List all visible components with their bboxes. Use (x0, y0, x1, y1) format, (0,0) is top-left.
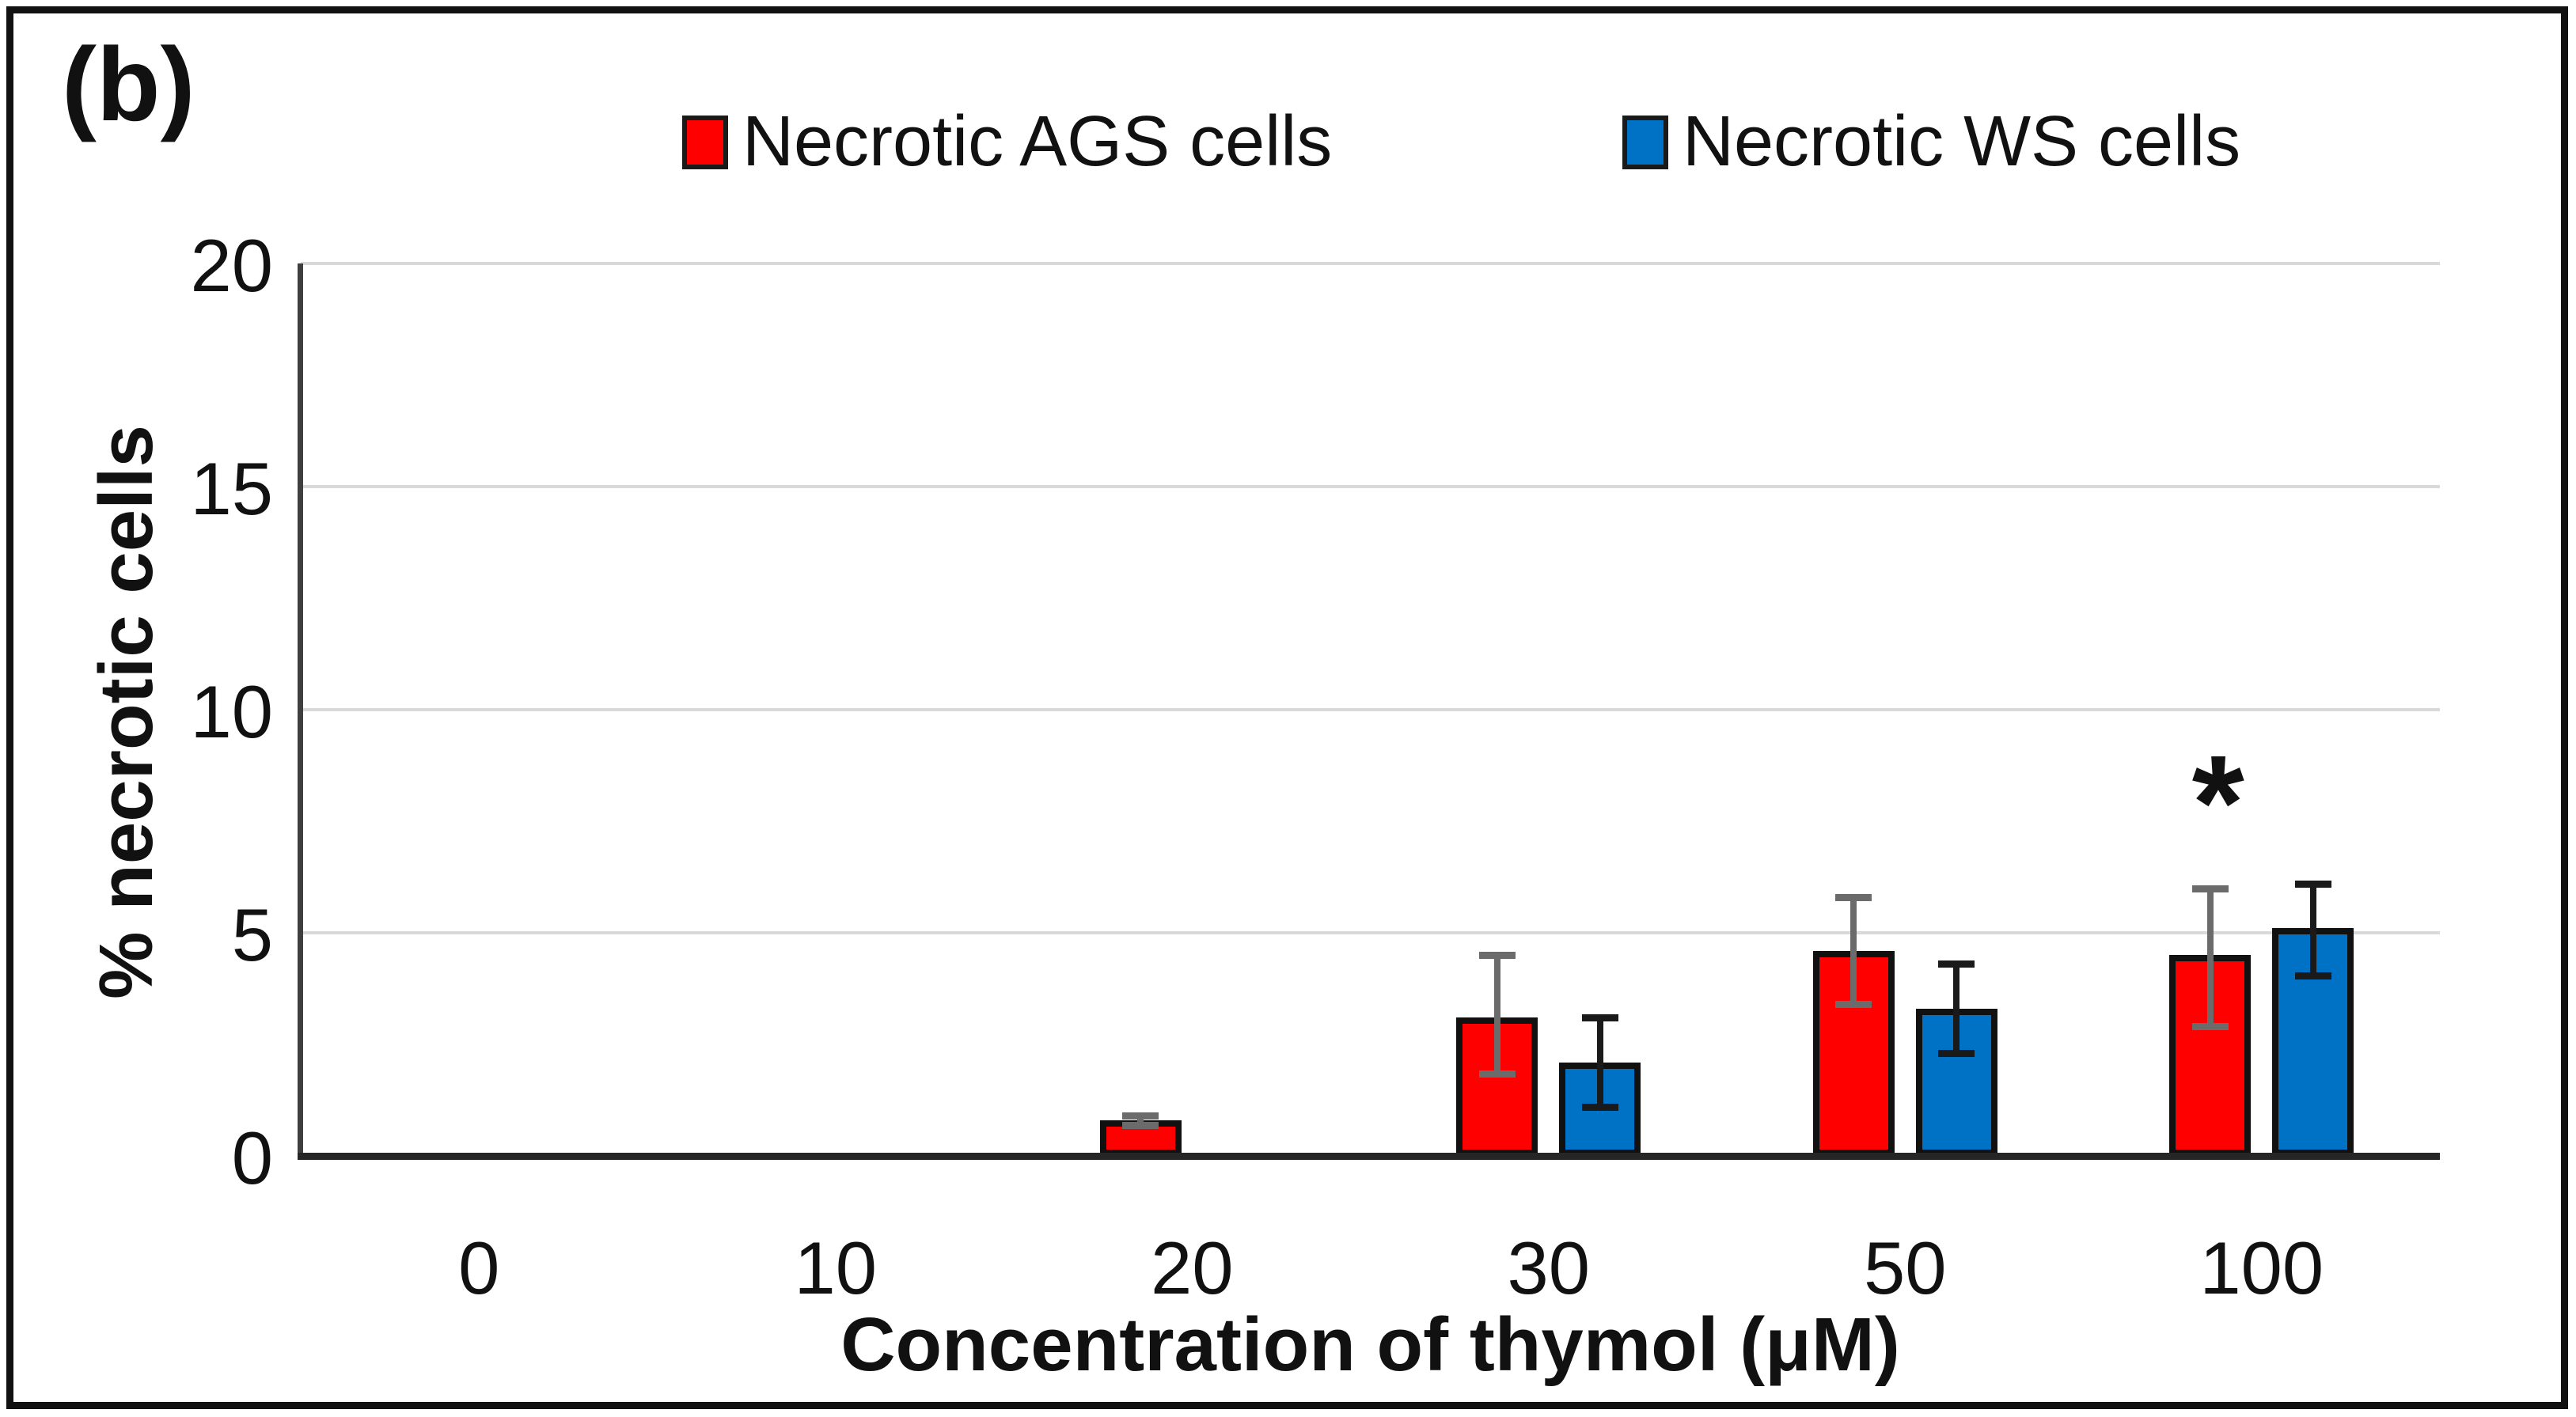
legend-label-ws: Necrotic WS cells (1683, 102, 2241, 181)
error-bar-cap (1581, 1014, 1618, 1022)
error-bar-cap (1478, 1070, 1516, 1078)
y-tick-label: 10 (190, 670, 273, 753)
x-tick-label: 0 (458, 1226, 500, 1309)
x-tick-label: 20 (1150, 1226, 1234, 1309)
gridline-y-10 (301, 708, 2440, 711)
y-tick-label: 15 (190, 447, 273, 530)
significance-asterisk: * (2191, 728, 2244, 879)
error-bar-cap (1835, 1001, 1872, 1009)
error-bar-cap (2191, 885, 2229, 892)
y-tick-label: 5 (231, 893, 273, 976)
error-bar-line (2309, 883, 2316, 976)
error-bar-cap (2294, 880, 2331, 888)
legend-item-ws: Necrotic WS cells (1622, 101, 2240, 183)
error-bar-cap (1938, 1050, 1975, 1058)
error-bar-cap (1581, 1103, 1618, 1111)
gridline-y-15 (301, 485, 2440, 488)
error-bar-line (1953, 964, 1960, 1054)
legend-color-swatch-ags (682, 115, 728, 169)
legend: Necrotic AGS cells Necrotic WS cells (0, 101, 2576, 196)
x-tick-label: 10 (794, 1226, 878, 1309)
error-bar-line (1137, 1116, 1144, 1125)
legend-label-ags: Necrotic AGS cells (742, 102, 1333, 181)
error-bar-line (2206, 888, 2214, 1027)
error-bar-cap (1122, 1112, 1159, 1120)
error-bar-line (1850, 896, 1857, 1005)
gridline-y-5 (301, 931, 2440, 934)
error-bar-line (1596, 1017, 1603, 1107)
error-bar-line (1493, 955, 1500, 1074)
gridline-y-20 (301, 262, 2440, 265)
panel-label: (b) (62, 26, 195, 142)
x-axis-line (298, 1153, 2440, 1160)
error-bar-cap (1122, 1121, 1159, 1129)
legend-item-ags: Necrotic AGS cells (682, 101, 1332, 183)
error-bar-cap (1478, 952, 1516, 960)
figure-border (6, 6, 2568, 1409)
y-tick-label: 20 (190, 224, 273, 307)
legend-color-swatch-ws (1622, 115, 1668, 169)
x-tick-label: 100 (2199, 1226, 2324, 1309)
x-tick-label: 30 (1507, 1226, 1591, 1309)
y-axis-title: % necrotic cells (84, 425, 169, 999)
y-tick-label: 0 (231, 1116, 273, 1199)
y-axis-line (298, 263, 303, 1159)
error-bar-cap (1835, 893, 1872, 901)
error-bar-cap (2294, 972, 2331, 979)
error-bar-cap (2191, 1023, 2229, 1031)
x-tick-label: 50 (1863, 1226, 1947, 1309)
error-bar-cap (1938, 960, 1975, 968)
x-axis-title: Concentration of thymol (μM) (840, 1302, 1900, 1387)
